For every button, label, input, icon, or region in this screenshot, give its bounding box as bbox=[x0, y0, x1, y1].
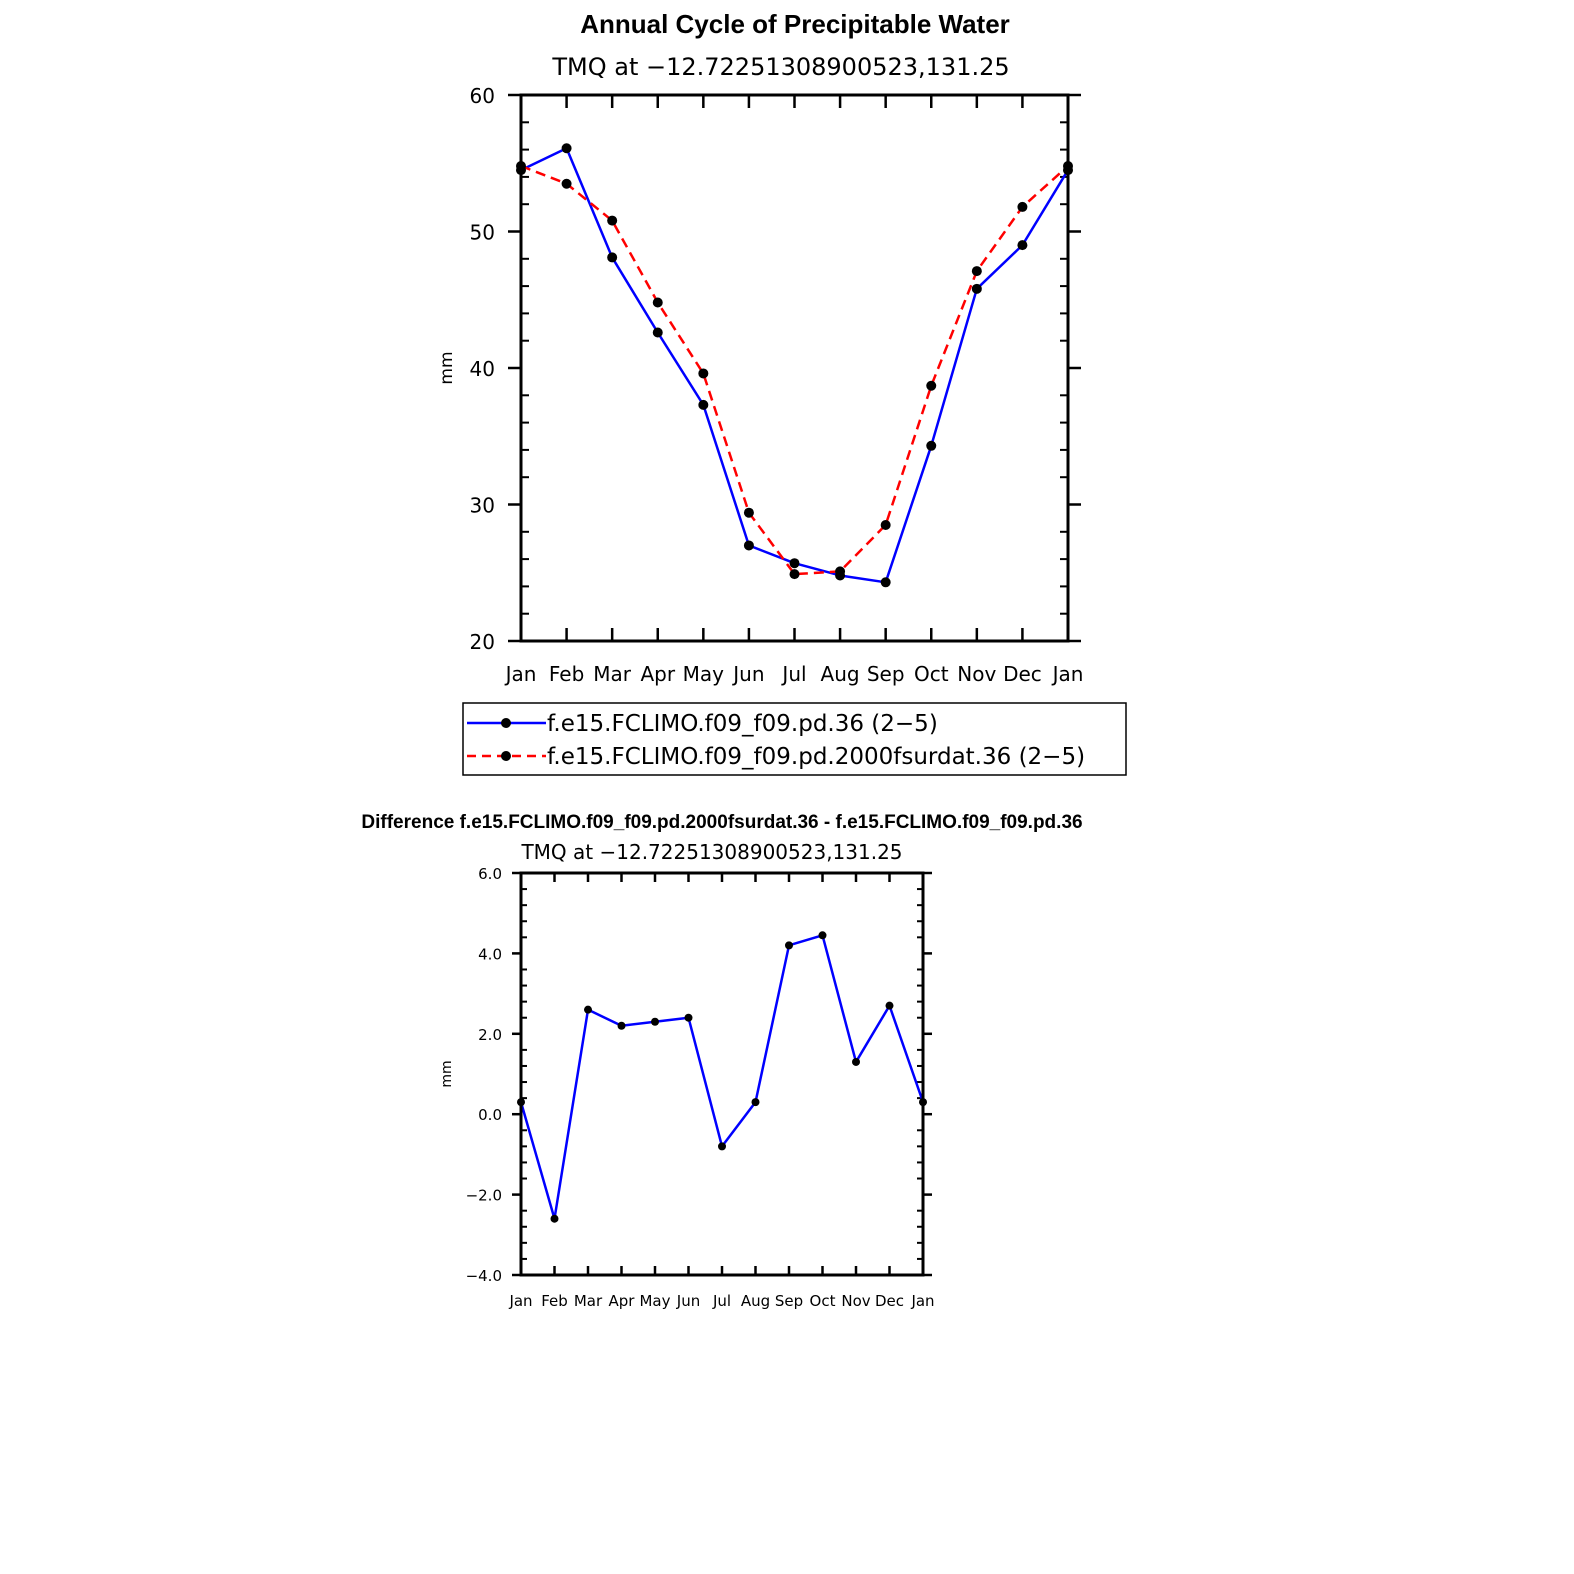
y-tick-label: 50 bbox=[470, 221, 495, 245]
chart2-title: Difference f.e15.FCLIMO.f09_f09.pd.2000f… bbox=[361, 812, 1082, 833]
series-1-point bbox=[550, 1214, 559, 1223]
x-tick-label: Aug bbox=[821, 662, 860, 686]
x-tick-label: Mar bbox=[593, 662, 632, 686]
series-line-2 bbox=[520, 164, 1069, 576]
series-2-point bbox=[926, 380, 937, 391]
x-tick-label: Dec bbox=[1003, 662, 1042, 686]
x-tick-label: Jan bbox=[910, 1292, 934, 1310]
x-tick-label: Feb bbox=[541, 1292, 568, 1310]
chart2-subtitle: TMQ at −12.72251308900523,131.25 bbox=[520, 840, 902, 864]
y-tick-label: −2.0 bbox=[466, 1187, 502, 1205]
x-tick-label: Jun bbox=[731, 662, 764, 686]
legend-marker-series1 bbox=[501, 718, 511, 728]
x-tick-label: Sep bbox=[867, 662, 905, 686]
x-tick-label: Jul bbox=[712, 1292, 731, 1310]
series-2-point bbox=[652, 297, 663, 308]
series-1-point bbox=[651, 1017, 659, 1026]
x-tick-label: Mar bbox=[574, 1292, 603, 1310]
series-line-1 bbox=[519, 934, 925, 1220]
series-1-point bbox=[926, 440, 937, 451]
x-tick-label: Jan bbox=[504, 662, 537, 686]
chart1-legend: f.e15.FCLIMO.f09_f09.pd.36 (2−5) f.e15.F… bbox=[462, 702, 1127, 776]
series-1-point bbox=[617, 1021, 626, 1030]
difference-chart: Difference f.e15.FCLIMO.f09_f09.pd.2000f… bbox=[361, 812, 1082, 1310]
x-tick-label: Apr bbox=[640, 662, 675, 686]
series-1-point bbox=[743, 540, 754, 551]
x-tick-label: Feb bbox=[549, 662, 584, 686]
series-2-point bbox=[1017, 201, 1028, 212]
y-tick-label: 4.0 bbox=[478, 945, 502, 963]
chart2-plot-frame bbox=[519, 871, 925, 1277]
series-2-point bbox=[880, 519, 891, 530]
series-2-point bbox=[743, 507, 754, 518]
series-1-point bbox=[1017, 240, 1028, 251]
series-1-point bbox=[880, 577, 891, 588]
series-1-point bbox=[561, 143, 572, 154]
series-1-point bbox=[885, 1001, 894, 1010]
x-tick-label: Oct bbox=[914, 662, 949, 686]
series-1-point bbox=[971, 283, 982, 294]
legend-label-series1: f.e15.FCLIMO.f09_f09.pd.36 (2−5) bbox=[547, 711, 938, 737]
x-tick-label: Oct bbox=[810, 1292, 836, 1310]
series-1-point bbox=[852, 1057, 860, 1066]
x-tick-label: May bbox=[683, 662, 725, 686]
series-1-point bbox=[584, 1005, 592, 1014]
x-tick-label: Jan bbox=[508, 1292, 532, 1310]
x-tick-label: Jan bbox=[1051, 662, 1084, 686]
series-1-point bbox=[607, 252, 618, 263]
chart1-ylabel: mm bbox=[437, 351, 457, 384]
y-tick-label: 40 bbox=[470, 357, 495, 381]
y-tick-label: 6.0 bbox=[478, 865, 502, 883]
series-1-point bbox=[789, 558, 800, 569]
series-1-point bbox=[718, 1142, 726, 1151]
series-1-point bbox=[698, 399, 709, 410]
y-tick-label: 60 bbox=[470, 84, 495, 108]
legend-marker-series2 bbox=[501, 751, 511, 761]
series-1-point bbox=[684, 1013, 693, 1022]
x-tick-label: Sep bbox=[775, 1292, 803, 1310]
series-1-point bbox=[785, 941, 793, 950]
y-tick-label: 30 bbox=[470, 494, 495, 518]
x-tick-label: Aug bbox=[741, 1292, 770, 1310]
legend-label-series2: f.e15.FCLIMO.f09_f09.pd.2000fsurdat.36 (… bbox=[547, 744, 1085, 770]
x-tick-label: Nov bbox=[841, 1292, 870, 1310]
series-2-point bbox=[561, 178, 572, 189]
x-tick-label: Jun bbox=[676, 1292, 700, 1310]
series-2-point bbox=[835, 566, 846, 577]
y-tick-label: 20 bbox=[470, 630, 495, 654]
y-tick-label: −4.0 bbox=[466, 1267, 502, 1285]
y-tick-label: 2.0 bbox=[478, 1026, 502, 1044]
x-tick-label: May bbox=[639, 1292, 670, 1310]
chart1-subtitle: TMQ at −12.72251308900523,131.25 bbox=[551, 53, 1009, 81]
x-tick-label: Apr bbox=[609, 1292, 636, 1310]
series-2-point bbox=[789, 569, 800, 580]
legend-box bbox=[462, 702, 1127, 776]
series-1-point bbox=[652, 327, 663, 338]
series-1-point bbox=[818, 931, 827, 940]
series-1-point bbox=[751, 1098, 760, 1107]
series-2-point bbox=[971, 266, 982, 277]
x-tick-label: Dec bbox=[875, 1292, 904, 1310]
chart2-ylabel: mm bbox=[439, 1060, 455, 1087]
series-line-1 bbox=[520, 146, 1070, 584]
series-2-point bbox=[698, 368, 709, 379]
y-tick-label: 0.0 bbox=[478, 1106, 502, 1124]
chart1-title: Annual Cycle of Precipitable Water bbox=[580, 9, 1010, 39]
series-2-point bbox=[607, 215, 618, 226]
annual-cycle-chart: Annual Cycle of Precipitable Water TMQ a… bbox=[437, 9, 1127, 776]
x-tick-label: Nov bbox=[957, 662, 996, 686]
x-tick-label: Jul bbox=[780, 662, 806, 686]
chart1-plot-frame bbox=[519, 93, 1070, 643]
